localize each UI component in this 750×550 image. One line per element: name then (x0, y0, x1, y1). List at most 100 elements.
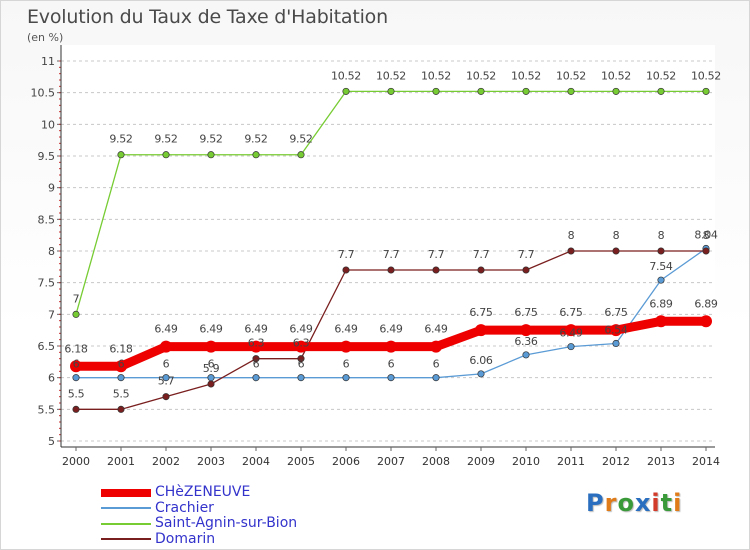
data-point (610, 324, 622, 337)
data-point (477, 266, 485, 274)
data-point (340, 340, 352, 353)
data-point (477, 370, 485, 378)
data-label: 5.5 (113, 387, 130, 400)
data-point (72, 310, 80, 318)
y-tick-label: 10.5 (31, 87, 56, 100)
y-tick-label: 9.5 (38, 150, 56, 163)
data-point (700, 315, 712, 328)
data-label: 10.52 (511, 69, 541, 82)
data-point (162, 374, 170, 382)
data-label: 7.7 (383, 248, 400, 261)
data-point (115, 360, 127, 373)
data-label: 10.52 (646, 69, 676, 82)
data-label: 9.52 (109, 133, 132, 146)
data-point (160, 340, 172, 353)
data-label: 10.52 (421, 69, 451, 82)
legend-swatch (101, 507, 151, 510)
data-point (477, 87, 485, 95)
data-label: 6 (253, 358, 260, 371)
data-label: 6 (343, 358, 350, 371)
data-point (522, 266, 530, 274)
data-label: 6.49 (154, 323, 178, 336)
data-point (702, 247, 710, 255)
data-point (252, 355, 260, 363)
data-point (387, 374, 395, 382)
x-tick-label: 2001 (107, 455, 135, 468)
data-label: 6.18 (109, 342, 133, 355)
data-point (342, 87, 350, 95)
data-label: 7 (73, 292, 80, 305)
data-label: 6.75 (514, 306, 538, 319)
data-point (430, 340, 442, 353)
data-point (432, 266, 440, 274)
logo-letter: i (673, 489, 683, 517)
y-tick-label: 8 (48, 245, 55, 258)
y-tick-label: 11 (41, 55, 55, 68)
data-label: 6.49 (334, 323, 358, 336)
data-point (207, 380, 215, 388)
data-label: 5.9 (203, 362, 220, 375)
data-label: 6.3 (248, 337, 265, 350)
y-tick-label: 8.5 (38, 213, 56, 226)
x-tick-label: 2008 (422, 455, 450, 468)
data-point (522, 87, 530, 95)
data-point (702, 87, 710, 95)
data-point (657, 87, 665, 95)
data-point (522, 351, 530, 359)
data-point (207, 151, 215, 159)
legend-label: Crachier (155, 499, 214, 516)
data-point (297, 151, 305, 159)
data-point (252, 374, 260, 382)
data-point (252, 151, 260, 159)
logo-letter: o (617, 489, 635, 517)
data-label: 7.7 (473, 248, 490, 261)
data-label: 6.06 (469, 354, 493, 367)
data-label: 6.49 (559, 327, 583, 340)
data-label: 6.75 (469, 306, 493, 319)
data-label: 8 (658, 229, 665, 242)
legend-swatch (101, 522, 151, 525)
data-label: 8.04 (694, 228, 718, 241)
x-tick-label: 2002 (152, 455, 180, 468)
data-label: 6.49 (289, 323, 313, 336)
data-point (567, 87, 575, 95)
data-point (207, 374, 215, 382)
data-point (475, 324, 487, 337)
data-label: 10.52 (331, 69, 361, 82)
y-tick-label: 5.5 (38, 403, 56, 416)
data-point (295, 340, 307, 353)
legend-label: Domarin (155, 530, 216, 547)
x-tick-label: 2004 (242, 455, 270, 468)
data-label: 6.49 (379, 323, 403, 336)
logo-letter: x (634, 489, 652, 517)
data-point (72, 405, 80, 413)
data-label: 6.75 (604, 306, 628, 319)
data-point (520, 324, 532, 337)
logo-letter: t (660, 489, 674, 517)
data-label: 7.7 (518, 248, 535, 261)
data-label: 6 (433, 358, 440, 371)
data-point (342, 374, 350, 382)
data-label: 9.52 (244, 133, 267, 146)
x-tick-label: 2011 (557, 455, 585, 468)
data-label: 6 (73, 358, 80, 371)
data-label: 10.52 (376, 69, 406, 82)
data-label: 6.36 (514, 335, 538, 348)
logo-letter: i (651, 489, 661, 517)
data-point (117, 151, 125, 159)
legend-swatch (101, 488, 151, 497)
data-label: 7.7 (428, 248, 445, 261)
data-point (162, 151, 170, 159)
legend-label: Saint-Agnin-sur-Bion (155, 515, 298, 531)
data-point (432, 87, 440, 95)
y-tick-label: 6.5 (38, 340, 56, 353)
data-label: 6 (388, 358, 395, 371)
data-point (612, 247, 620, 255)
data-point (342, 266, 350, 274)
data-label: 6 (208, 358, 215, 371)
data-label: 6.49 (424, 323, 448, 336)
data-point (70, 360, 82, 373)
data-label: 9.52 (199, 133, 222, 146)
x-tick-label: 2000 (62, 455, 90, 468)
